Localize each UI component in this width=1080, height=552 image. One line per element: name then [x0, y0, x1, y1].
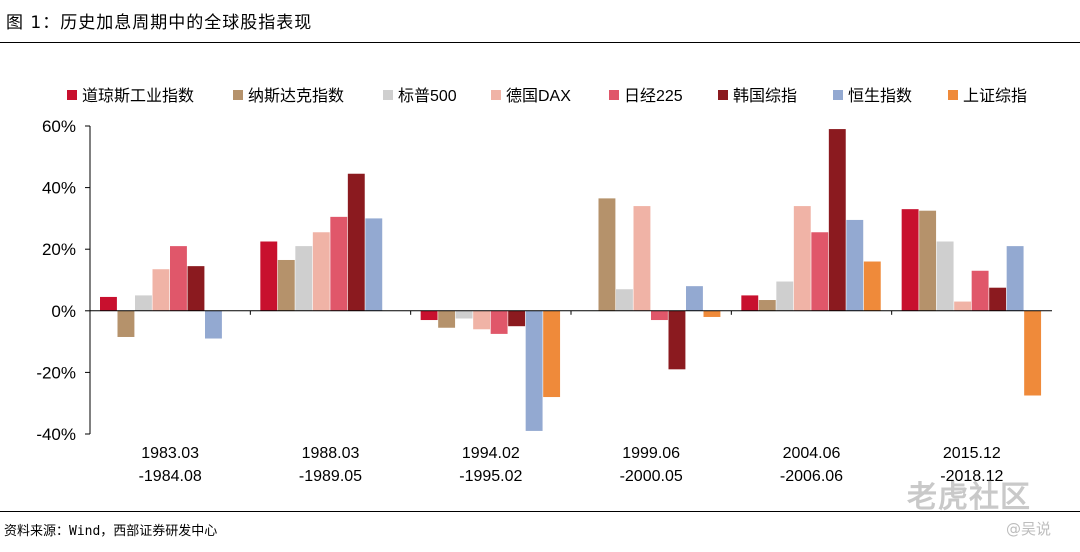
bottom-rule	[0, 511, 1080, 512]
bar	[703, 310, 721, 317]
x-tick-label: 2004.06	[783, 445, 841, 462]
bar	[651, 310, 668, 321]
legend-swatch	[833, 90, 843, 100]
legend-label: 道琼斯工业指数	[82, 87, 194, 105]
bar	[152, 269, 170, 311]
bar	[863, 261, 881, 311]
bar	[901, 209, 919, 311]
x-tick-label: 1999.06	[622, 445, 680, 462]
top-rule	[0, 42, 1080, 43]
x-tick-label: -1989.05	[299, 468, 362, 485]
bar	[455, 310, 473, 319]
x-tick-label: -2000.05	[620, 468, 683, 485]
bar	[312, 232, 330, 311]
y-tick-label: 20%	[42, 240, 76, 259]
x-tick-label: -2006.06	[780, 468, 843, 485]
bar	[508, 310, 526, 327]
legend-swatch	[233, 90, 243, 100]
bar	[936, 241, 954, 311]
y-tick-label: 40%	[42, 179, 76, 198]
bar	[170, 246, 187, 311]
bar	[598, 198, 616, 311]
x-tick-label: -1984.08	[139, 468, 202, 485]
legend-label: 纳斯达克指数	[248, 87, 344, 105]
bar	[135, 295, 152, 311]
bar	[846, 219, 864, 311]
y-tick-label: -40%	[36, 425, 76, 444]
bar	[1006, 246, 1024, 311]
x-tick-label: 1994.02	[462, 445, 520, 462]
legend-swatch	[383, 90, 393, 100]
x-tick-label: 1988.03	[302, 445, 360, 462]
legend-swatch	[609, 90, 619, 100]
bar	[525, 310, 543, 431]
source-note: 资料来源：Wind，西部证券研发中心	[4, 524, 218, 539]
legend-swatch	[67, 90, 77, 100]
bar	[811, 232, 829, 311]
bar	[295, 246, 313, 311]
bar	[420, 310, 438, 321]
bar	[971, 270, 989, 311]
bar	[490, 310, 508, 334]
bar	[347, 173, 365, 311]
bar	[776, 281, 794, 311]
bar	[100, 296, 117, 311]
legend-label: 标普500	[398, 87, 457, 105]
bar	[1024, 310, 1042, 396]
bar	[616, 289, 633, 311]
bar	[117, 310, 135, 337]
bar	[633, 206, 651, 311]
y-tick-label: -20%	[36, 363, 76, 382]
x-tick-label: 1983.03	[141, 445, 199, 462]
bar	[793, 206, 811, 311]
x-tick-label: 2015.12	[943, 445, 1001, 462]
bar	[330, 216, 348, 311]
bar	[205, 310, 222, 339]
bar	[828, 129, 846, 311]
legend-swatch	[491, 90, 501, 100]
x-tick-label: -1995.02	[459, 468, 522, 485]
bar	[989, 287, 1007, 311]
bars	[100, 129, 1042, 431]
bar	[686, 286, 703, 311]
bar	[277, 259, 295, 311]
figure-title: 图 1：历史加息周期中的全球股指表现	[6, 13, 313, 33]
y-tick-label: 60%	[42, 117, 76, 136]
x-tick-label: -2018.12	[940, 468, 1003, 485]
bar	[954, 301, 972, 311]
legend-label: 恒生指数	[848, 87, 912, 105]
legend-label: 日经225	[624, 87, 683, 105]
bar	[919, 210, 937, 311]
legend-swatch	[948, 90, 958, 100]
watermark-logo: 老虎社区	[907, 480, 1031, 515]
bar	[187, 266, 205, 311]
bar	[438, 310, 456, 328]
chart-legend: 道琼斯工业指数 纳斯达克指数 标普500 德国DAX 日经225 韩国综指 恒生指数 上证综指	[67, 87, 1027, 105]
legend-swatch	[718, 90, 728, 100]
x-axis: 1983.03 -1984.08 1988.03 -1989.05 1994.02 -19…	[90, 310, 1052, 485]
y-tick-label: 0%	[51, 302, 76, 321]
legend-label: 上证综指	[963, 87, 1027, 105]
bar-chart: 道琼斯工业指数 纳斯达克指数 标普500 德国DAX 日经225 韩国综指 恒生指数 上证综指…	[36, 87, 1052, 485]
bar	[473, 310, 491, 330]
bar	[668, 310, 686, 370]
bar	[543, 310, 561, 398]
bar	[365, 218, 383, 311]
legend-label: 德国DAX	[506, 87, 571, 105]
y-axis: -40% -20% 0% 20% 40% 60%	[36, 117, 91, 444]
bar	[741, 295, 759, 311]
legend-label: 韩国综指	[733, 87, 797, 105]
bar	[260, 241, 278, 311]
bar	[758, 300, 776, 311]
watermark-author: @吴说	[1006, 520, 1052, 538]
